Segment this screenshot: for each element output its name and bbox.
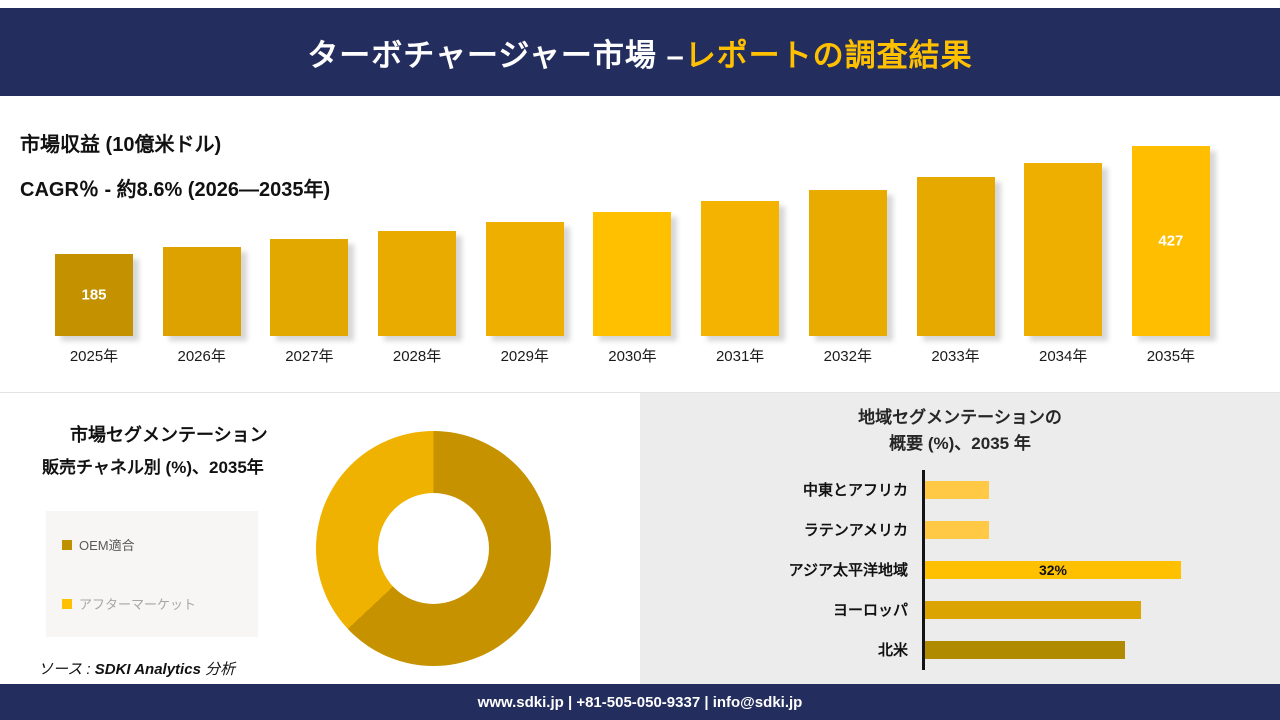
segmentation-subtitle: 販売チャネル別 (%)、2035年 <box>42 458 264 477</box>
region-bar <box>925 520 989 539</box>
donut-chart <box>316 431 551 666</box>
region-category-label: ラテンアメリカ <box>803 522 908 540</box>
legend-label: OEM適合 <box>79 538 135 553</box>
revenue-bar <box>808 190 887 336</box>
year-label: 2027年 <box>285 348 334 365</box>
segmentation-title: 市場セグメンテーション <box>70 425 268 445</box>
revenue-bar-column: 2026年 <box>162 247 241 366</box>
segmentation-legend: OEM適合アフターマーケット <box>46 511 258 637</box>
legend-item: OEM適合 <box>62 535 242 554</box>
region-bar: 32% <box>925 560 1181 579</box>
revenue-bar <box>485 222 564 336</box>
revenue-bar: 185 <box>55 254 133 336</box>
revenue-chart-heading: 市場収益 (10億米ドル) CAGR％ - 約8.6% (2026―2035年) <box>20 128 330 202</box>
revenue-bar-column: 185 2025年 <box>55 254 133 366</box>
revenue-chart-cagr: CAGR％ - 約8.6% (2026―2035年) <box>20 179 331 201</box>
region-bar-chart: 中東とアフリカ ラテンアメリカアジア太平洋地域 32% ヨーロッパ北米 <box>640 469 1280 670</box>
source-note: ソース : SDKI Analytics 分析 <box>38 658 235 679</box>
bar-value-label: 185 <box>81 286 107 304</box>
year-label: 2033年 <box>931 348 980 365</box>
revenue-bar <box>916 177 995 336</box>
year-label: 2028年 <box>392 348 442 365</box>
page-title-gold: レポートの調査結果 <box>684 37 973 73</box>
footer-contact-text: www.sdki.jp | +81-505-050-9337 | info@sd… <box>477 693 803 711</box>
page-title: ターボチャージャー市場 –レポートの調査結果 <box>307 30 972 75</box>
region-title-line1: 地域セグメンテーションの <box>858 408 1062 427</box>
year-label: 2035年 <box>1146 348 1196 365</box>
legend-label: アフターマーケット <box>79 597 197 612</box>
revenue-bar-column: 2028年 <box>378 231 457 366</box>
year-label: 2025年 <box>69 348 119 365</box>
revenue-chart-title: 市場収益 (10億米ドル) <box>20 134 222 156</box>
revenue-bar-column: 2027年 <box>270 239 349 366</box>
region-bar-value: 32% <box>1038 561 1068 578</box>
region-bar-cell: 32% <box>922 549 1280 590</box>
revenue-bar-column: 427 2035年 <box>1131 146 1210 366</box>
region-category-label: 中東とアフリカ <box>802 482 908 500</box>
region-bar <box>925 640 1125 659</box>
region-bar <box>925 480 989 499</box>
revenue-bar-column: 2032年 <box>808 190 887 366</box>
year-label: 2029年 <box>500 348 549 365</box>
region-bar-cell <box>922 509 1280 550</box>
region-bar-cell <box>922 589 1280 630</box>
region-panel: 地域セグメンテーションの 概要 (%)、2035 年 中東とアフリカ ラテンアメリ… <box>640 393 1280 685</box>
region-title-line2: 概要 (%)、2035 年 <box>889 434 1031 454</box>
legend-item: アフターマーケット <box>62 594 242 613</box>
revenue-bar <box>593 212 672 336</box>
region-bar-cell <box>922 629 1280 670</box>
revenue-bar <box>378 231 457 336</box>
revenue-bar-column: 2033年 <box>916 177 995 366</box>
revenue-bar <box>270 239 349 336</box>
year-label: 2034年 <box>1039 348 1088 365</box>
region-chart-title: 地域セグメンテーションの 概要 (%)、2035 年 <box>640 405 1280 458</box>
year-label: 2031年 <box>715 348 765 365</box>
page-title-white: ターボチャージャー市場 – <box>307 37 685 73</box>
revenue-bar-column: 2029年 <box>485 222 564 366</box>
revenue-bar <box>162 247 241 336</box>
legend-swatch <box>62 539 72 550</box>
region-category-label: アジア太平洋地域 <box>788 562 908 580</box>
source-suffix: 分析 <box>200 661 236 678</box>
source-prefix: ソース : <box>38 661 95 678</box>
revenue-chart-section: 市場収益 (10億米ドル) CAGR％ - 約8.6% (2026―2035年)… <box>0 96 1280 392</box>
year-label: 2030年 <box>608 348 657 365</box>
revenue-bar-column: 2031年 <box>701 201 780 366</box>
source-brand: SDKI Analytics <box>94 661 201 678</box>
year-label: 2026年 <box>177 348 226 365</box>
bottom-section: 市場セグメンテーション 販売チャネル別 (%)、2035年 OEM適合アフターマ… <box>0 392 1280 685</box>
legend-swatch <box>62 598 72 609</box>
region-bar <box>925 600 1141 619</box>
region-category-label: ヨーロッパ <box>832 602 908 620</box>
bar-value-label: 427 <box>1158 232 1184 250</box>
region-bar-cell <box>922 469 1280 510</box>
footer: www.sdki.jp | +81-505-050-9337 | info@sd… <box>0 684 1280 720</box>
revenue-bar-column: 2030年 <box>593 212 672 366</box>
segmentation-panel: 市場セグメンテーション 販売チャネル別 (%)、2035年 OEM適合アフターマ… <box>0 393 640 685</box>
revenue-bar: 427 <box>1131 146 1210 336</box>
year-label: 2032年 <box>823 348 872 365</box>
revenue-bar <box>1024 163 1103 336</box>
revenue-bar-column: 2034年 <box>1024 163 1103 366</box>
revenue-bar <box>701 201 780 336</box>
revenue-bar-chart: 185 2025年 2026年 2027年 2028年 2029年 2030年 2031年 20… <box>55 144 1210 366</box>
region-category-label: 北米 <box>877 642 908 660</box>
report-header: ターボチャージャー市場 –レポートの調査結果 <box>0 8 1280 96</box>
